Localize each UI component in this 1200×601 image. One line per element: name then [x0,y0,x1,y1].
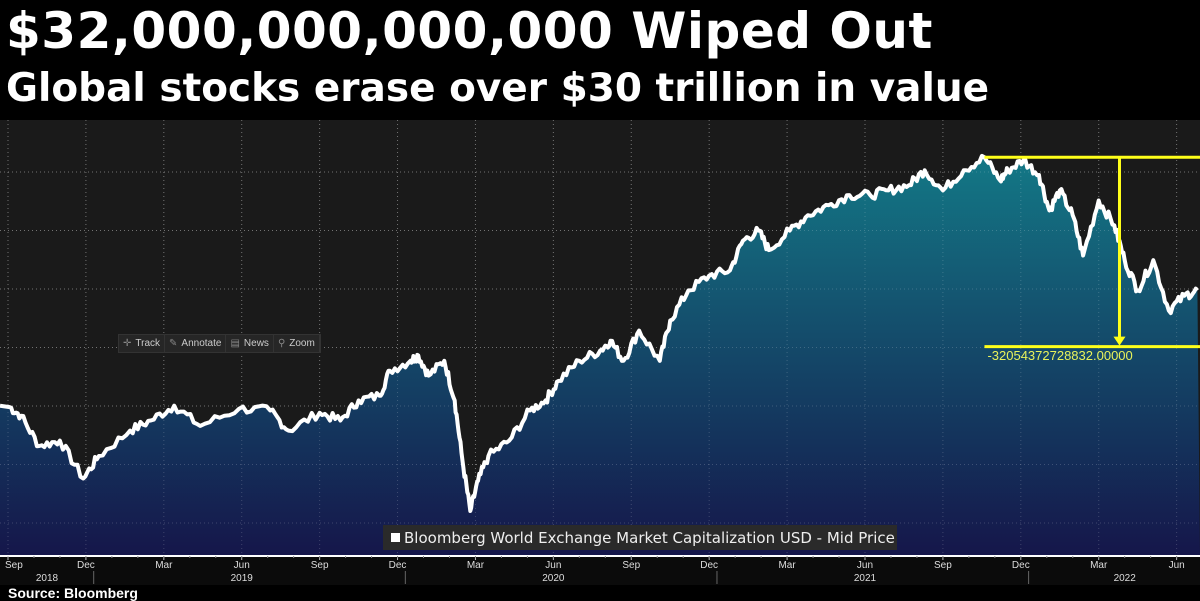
year-label: 2019 [231,573,254,584]
x-tick-label: Dec [389,560,407,571]
zoom-label: Zoom [289,338,315,349]
x-tick-label: Sep [311,560,329,571]
x-tick-label: Mar [155,560,173,571]
area-fill [0,155,1200,556]
x-tick-label: Mar [778,560,796,571]
track-label: Track [135,338,161,349]
news-button[interactable]: ▤ News [226,335,274,352]
news-icon: ▤ [230,338,240,349]
x-tick-label: Sep [5,560,23,571]
source-note: Source: Bloomberg [8,585,138,601]
news-label: News [243,338,269,349]
market-cap-chart: Sep Dec Mar Jun Sep Dec Mar Jun Sep Dec Mar Jun Sep D… [0,120,1200,585]
x-axis-background [0,556,1200,585]
x-tick-label: Mar [1090,560,1108,571]
x-tick-label: Jun [234,560,250,571]
series-line [0,153,1199,513]
year-label: 2022 [1114,573,1137,584]
crosshair-icon: ✛ [123,338,132,349]
x-tick-label: Jun [1169,560,1185,571]
legend-swatch [391,533,400,542]
magnifier-icon: ⚲ [277,338,286,349]
x-tick-label: Jun [545,560,561,571]
x-tick-label: Dec [77,560,95,571]
year-label: 2018 [36,573,59,584]
x-tick-label: Dec [700,560,718,571]
gridlines-over-fill [0,120,1200,556]
year-label: 2021 [854,573,877,584]
zoom-button[interactable]: ⚲ Zoom [274,335,320,352]
chart-legend: Bloomberg World Exchange Market Capitali… [383,525,897,550]
annotate-button[interactable]: ✎ Annotate [165,335,227,352]
year-label: 2020 [542,573,565,584]
drawdown-value-label: -32054372728832.00000 [987,347,1133,363]
pencil-icon: ✎ [169,338,178,349]
track-button[interactable]: ✛ Track [119,335,166,352]
x-tick-label: Sep [934,560,952,571]
x-tick-label: Sep [622,560,640,571]
arrow-down-icon [1113,336,1126,346]
subheadline: Global stocks erase over $30 trillion in… [6,66,990,111]
headline: $32,000,000,000,000 Wiped Out [6,2,933,60]
x-tick-label: Mar [467,560,485,571]
chart-toolbar: ✛ Track ✎ Annotate ▤ News ⚲ Zoom [118,334,321,353]
annotate-label: Annotate [181,338,222,349]
x-tick-label: Dec [1012,560,1030,571]
legend-label: Bloomberg World Exchange Market Capitali… [404,528,895,547]
x-tick-label: Jun [857,560,873,571]
x-axis: Sep Dec Mar Jun Sep Dec Mar Jun Sep Dec Mar Jun Sep D… [5,556,1185,584]
drawdown-annotation [984,155,1200,349]
